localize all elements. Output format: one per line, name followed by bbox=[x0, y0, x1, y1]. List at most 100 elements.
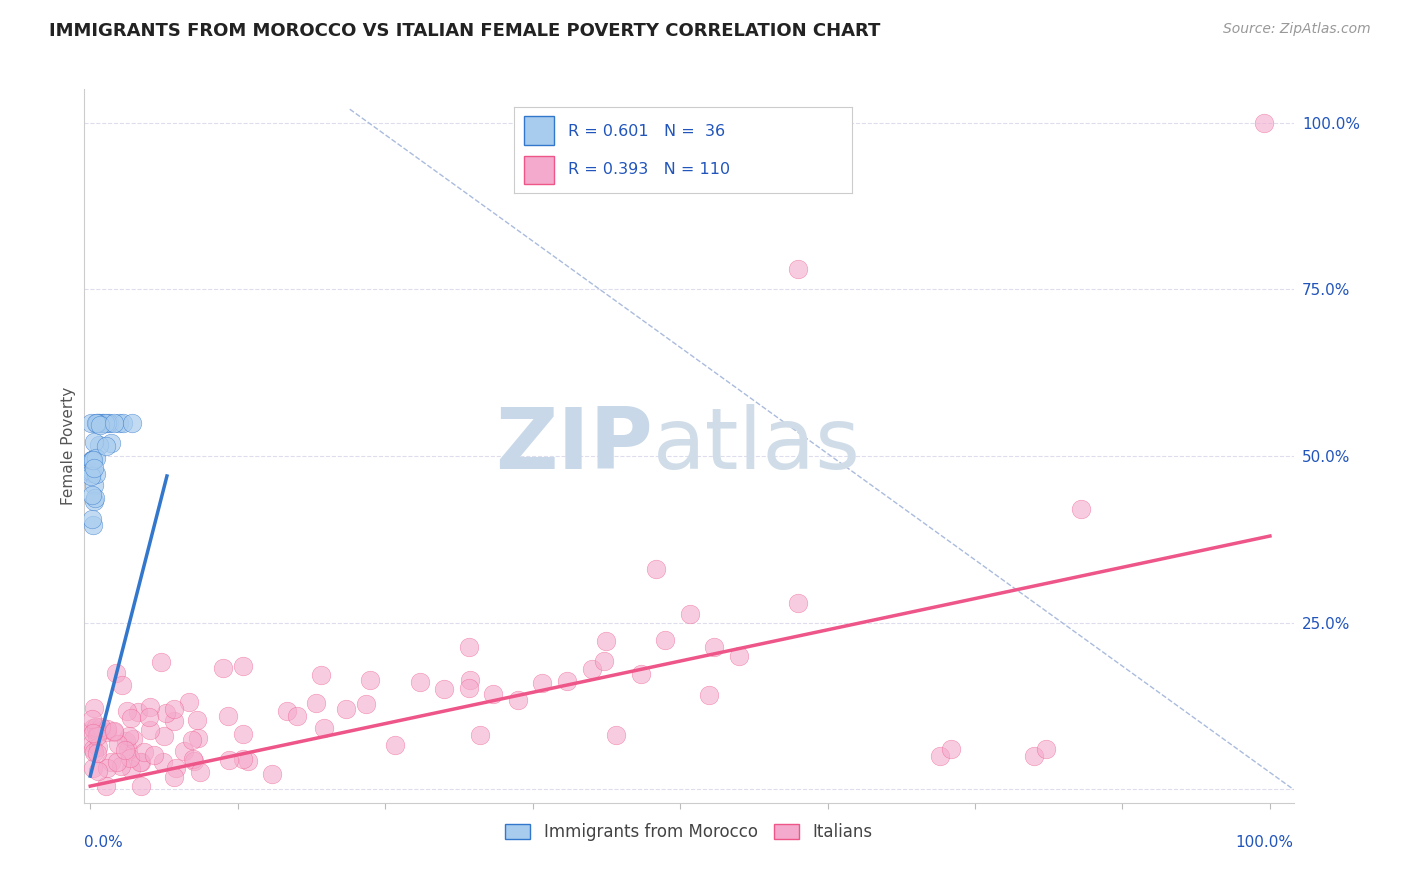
Point bbox=[605, 728, 627, 742]
Point bbox=[96, 722, 118, 736]
Point bbox=[697, 688, 720, 702]
Point bbox=[181, 732, 204, 747]
Point bbox=[304, 696, 326, 710]
Point bbox=[163, 702, 186, 716]
Point bbox=[593, 654, 616, 668]
Point bbox=[87, 739, 110, 754]
Point bbox=[83, 701, 105, 715]
Point bbox=[80, 712, 103, 726]
Point bbox=[121, 416, 143, 430]
Point bbox=[506, 693, 529, 707]
Point bbox=[129, 779, 152, 793]
Point bbox=[120, 711, 142, 725]
Point bbox=[105, 755, 128, 769]
Point bbox=[80, 453, 103, 467]
Point bbox=[458, 673, 481, 687]
Point bbox=[86, 729, 108, 743]
Point bbox=[728, 649, 751, 664]
Point bbox=[354, 698, 377, 712]
Point bbox=[86, 746, 108, 760]
Point bbox=[457, 681, 479, 696]
Point bbox=[384, 738, 406, 752]
Point bbox=[90, 720, 112, 734]
Point bbox=[630, 667, 652, 681]
Point bbox=[80, 466, 103, 480]
Text: IMMIGRANTS FROM MOROCCO VS ITALIAN FEMALE POVERTY CORRELATION CHART: IMMIGRANTS FROM MOROCCO VS ITALIAN FEMAL… bbox=[49, 22, 880, 40]
Point bbox=[139, 700, 162, 714]
Point bbox=[82, 488, 104, 502]
Point bbox=[433, 681, 456, 696]
Point bbox=[82, 742, 104, 756]
Point bbox=[163, 770, 186, 784]
Point bbox=[87, 416, 110, 430]
Point bbox=[183, 752, 205, 766]
Text: 100.0%: 100.0% bbox=[1236, 835, 1294, 850]
Point bbox=[1253, 115, 1275, 129]
Point bbox=[104, 665, 127, 680]
Point bbox=[100, 755, 122, 769]
Point bbox=[117, 742, 139, 756]
Point bbox=[82, 736, 104, 750]
Point bbox=[173, 744, 195, 758]
Point bbox=[89, 416, 111, 430]
Point bbox=[183, 754, 205, 768]
Point bbox=[232, 752, 254, 766]
Point bbox=[86, 416, 108, 430]
Point bbox=[100, 435, 122, 450]
Point bbox=[89, 417, 111, 432]
Point bbox=[703, 640, 725, 654]
Point bbox=[118, 750, 141, 764]
Point bbox=[679, 607, 702, 621]
Point bbox=[118, 729, 141, 743]
Point bbox=[122, 732, 145, 747]
Point bbox=[232, 659, 254, 673]
Point bbox=[179, 695, 201, 709]
Point bbox=[335, 702, 357, 716]
Text: 0.0%: 0.0% bbox=[84, 835, 124, 850]
Point bbox=[114, 743, 136, 757]
Y-axis label: Female Poverty: Female Poverty bbox=[60, 387, 76, 505]
Point bbox=[165, 761, 187, 775]
Point bbox=[218, 753, 240, 767]
Point bbox=[132, 745, 155, 759]
Point bbox=[82, 517, 104, 532]
Point bbox=[96, 725, 118, 739]
Point bbox=[787, 262, 810, 277]
Point bbox=[89, 723, 111, 738]
Point bbox=[188, 764, 211, 779]
Point bbox=[91, 416, 114, 430]
Point bbox=[83, 494, 105, 508]
Point bbox=[1022, 749, 1045, 764]
Point bbox=[98, 416, 121, 430]
Point bbox=[217, 709, 239, 723]
Point bbox=[84, 467, 107, 482]
Point bbox=[186, 713, 208, 727]
Point bbox=[107, 416, 129, 430]
Point bbox=[187, 731, 209, 745]
Point bbox=[232, 727, 254, 741]
Point bbox=[150, 655, 173, 669]
Point bbox=[96, 416, 118, 430]
Point bbox=[314, 721, 336, 735]
Point bbox=[103, 724, 125, 739]
Point bbox=[83, 745, 105, 759]
Point bbox=[645, 562, 668, 576]
Point bbox=[117, 704, 139, 718]
Point bbox=[82, 721, 104, 735]
Point bbox=[82, 726, 104, 740]
Point bbox=[928, 749, 950, 764]
Point bbox=[103, 416, 125, 430]
Point bbox=[129, 756, 152, 770]
Point bbox=[80, 469, 103, 483]
Point bbox=[127, 705, 149, 719]
Point bbox=[80, 416, 103, 430]
Text: Source: ZipAtlas.com: Source: ZipAtlas.com bbox=[1223, 22, 1371, 37]
Point bbox=[787, 596, 810, 610]
Point bbox=[138, 710, 160, 724]
Point bbox=[152, 756, 174, 770]
Point bbox=[94, 779, 117, 793]
Point bbox=[408, 675, 430, 690]
Point bbox=[94, 439, 117, 453]
Point bbox=[359, 673, 381, 688]
Point bbox=[155, 706, 177, 720]
